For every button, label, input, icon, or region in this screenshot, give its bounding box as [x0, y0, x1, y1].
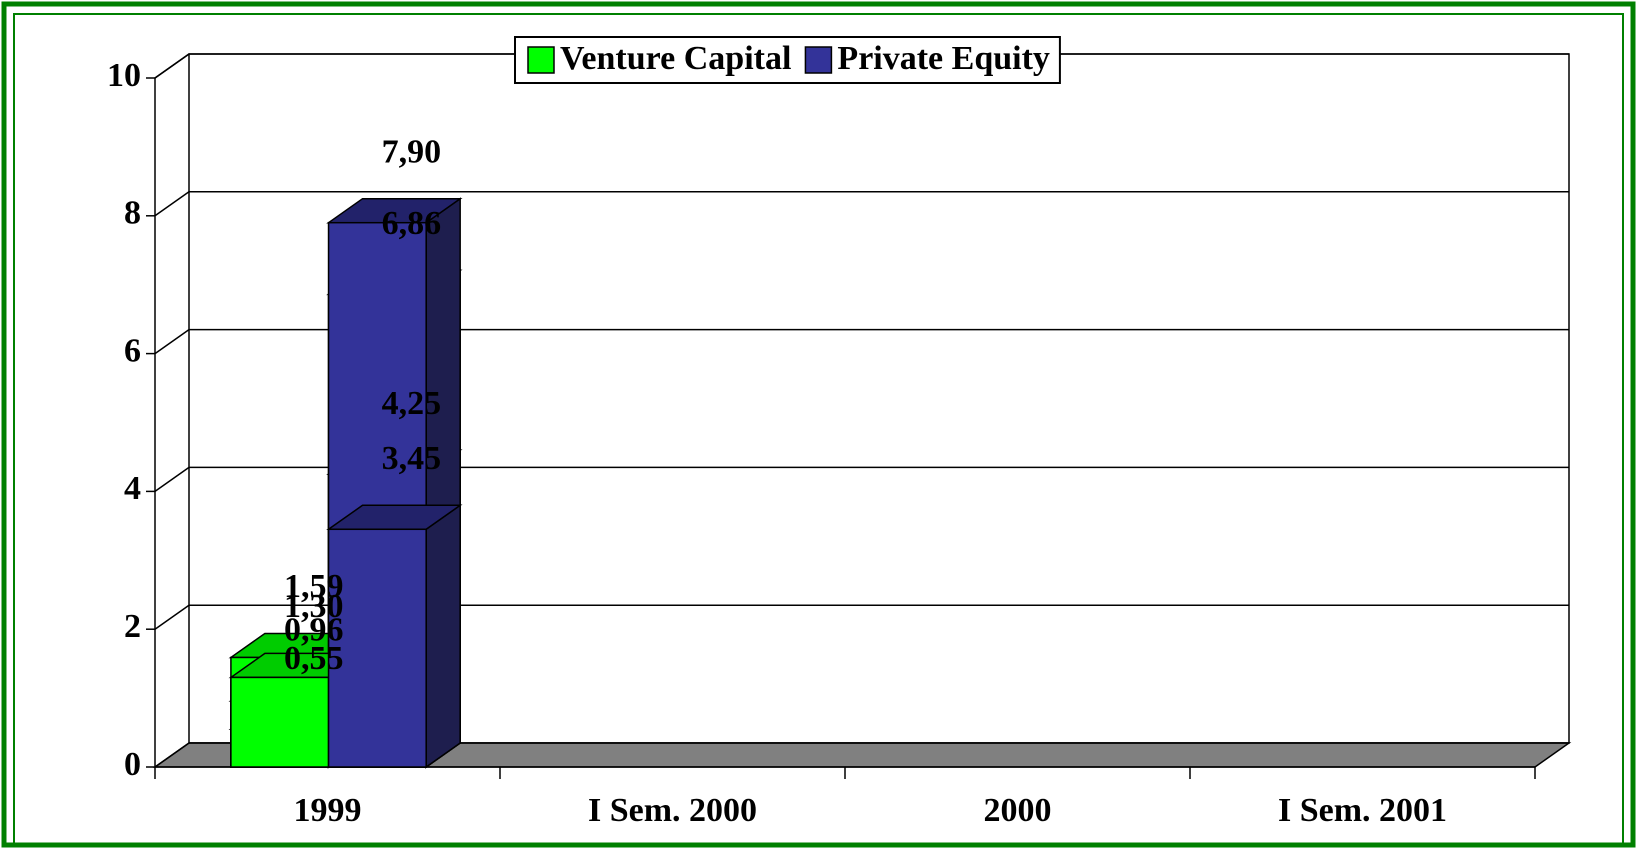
- bar: [230, 676, 330, 768]
- y-tick-label: 2: [124, 608, 141, 645]
- legend-swatch: [527, 46, 555, 74]
- value-label: 3,45: [382, 440, 442, 477]
- y-tick-label: 8: [124, 195, 141, 232]
- grid-diagonal: [154, 191, 190, 217]
- y-tick-label: 10: [107, 57, 141, 94]
- x-tick-label: I Sem. 2000: [588, 792, 757, 829]
- legend: [514, 36, 1061, 84]
- value-label: 1,30: [284, 588, 344, 625]
- y-tick-label: 4: [124, 470, 141, 507]
- y-tick-label: 0: [124, 746, 141, 783]
- value-label: 0,55: [284, 640, 344, 677]
- x-tick-label: 1999: [294, 792, 362, 829]
- frame-inner: [13, 13, 1624, 846]
- legend-label: Private Equity: [837, 40, 1049, 77]
- grid-diagonal: [154, 742, 190, 768]
- grid-diagonal: [154, 466, 190, 493]
- value-label: 4,25: [382, 385, 442, 422]
- value-label: 6,86: [382, 205, 442, 242]
- value-label: 0,96: [284, 612, 344, 649]
- bar: [327, 528, 427, 768]
- grid-diagonal: [154, 604, 190, 630]
- value-label: 7,90: [382, 133, 442, 170]
- value-label: 1,59: [284, 568, 344, 605]
- legend-swatch: [804, 46, 833, 74]
- x-tick-label: I Sem. 2001: [1278, 792, 1447, 829]
- x-tick-label: 2000: [984, 792, 1052, 829]
- y-tick-label: 6: [124, 332, 141, 369]
- grid-diagonal: [154, 328, 190, 355]
- legend-label: Venture Capital: [560, 40, 791, 77]
- grid-diagonal: [154, 53, 190, 79]
- bar-side: [425, 503, 461, 769]
